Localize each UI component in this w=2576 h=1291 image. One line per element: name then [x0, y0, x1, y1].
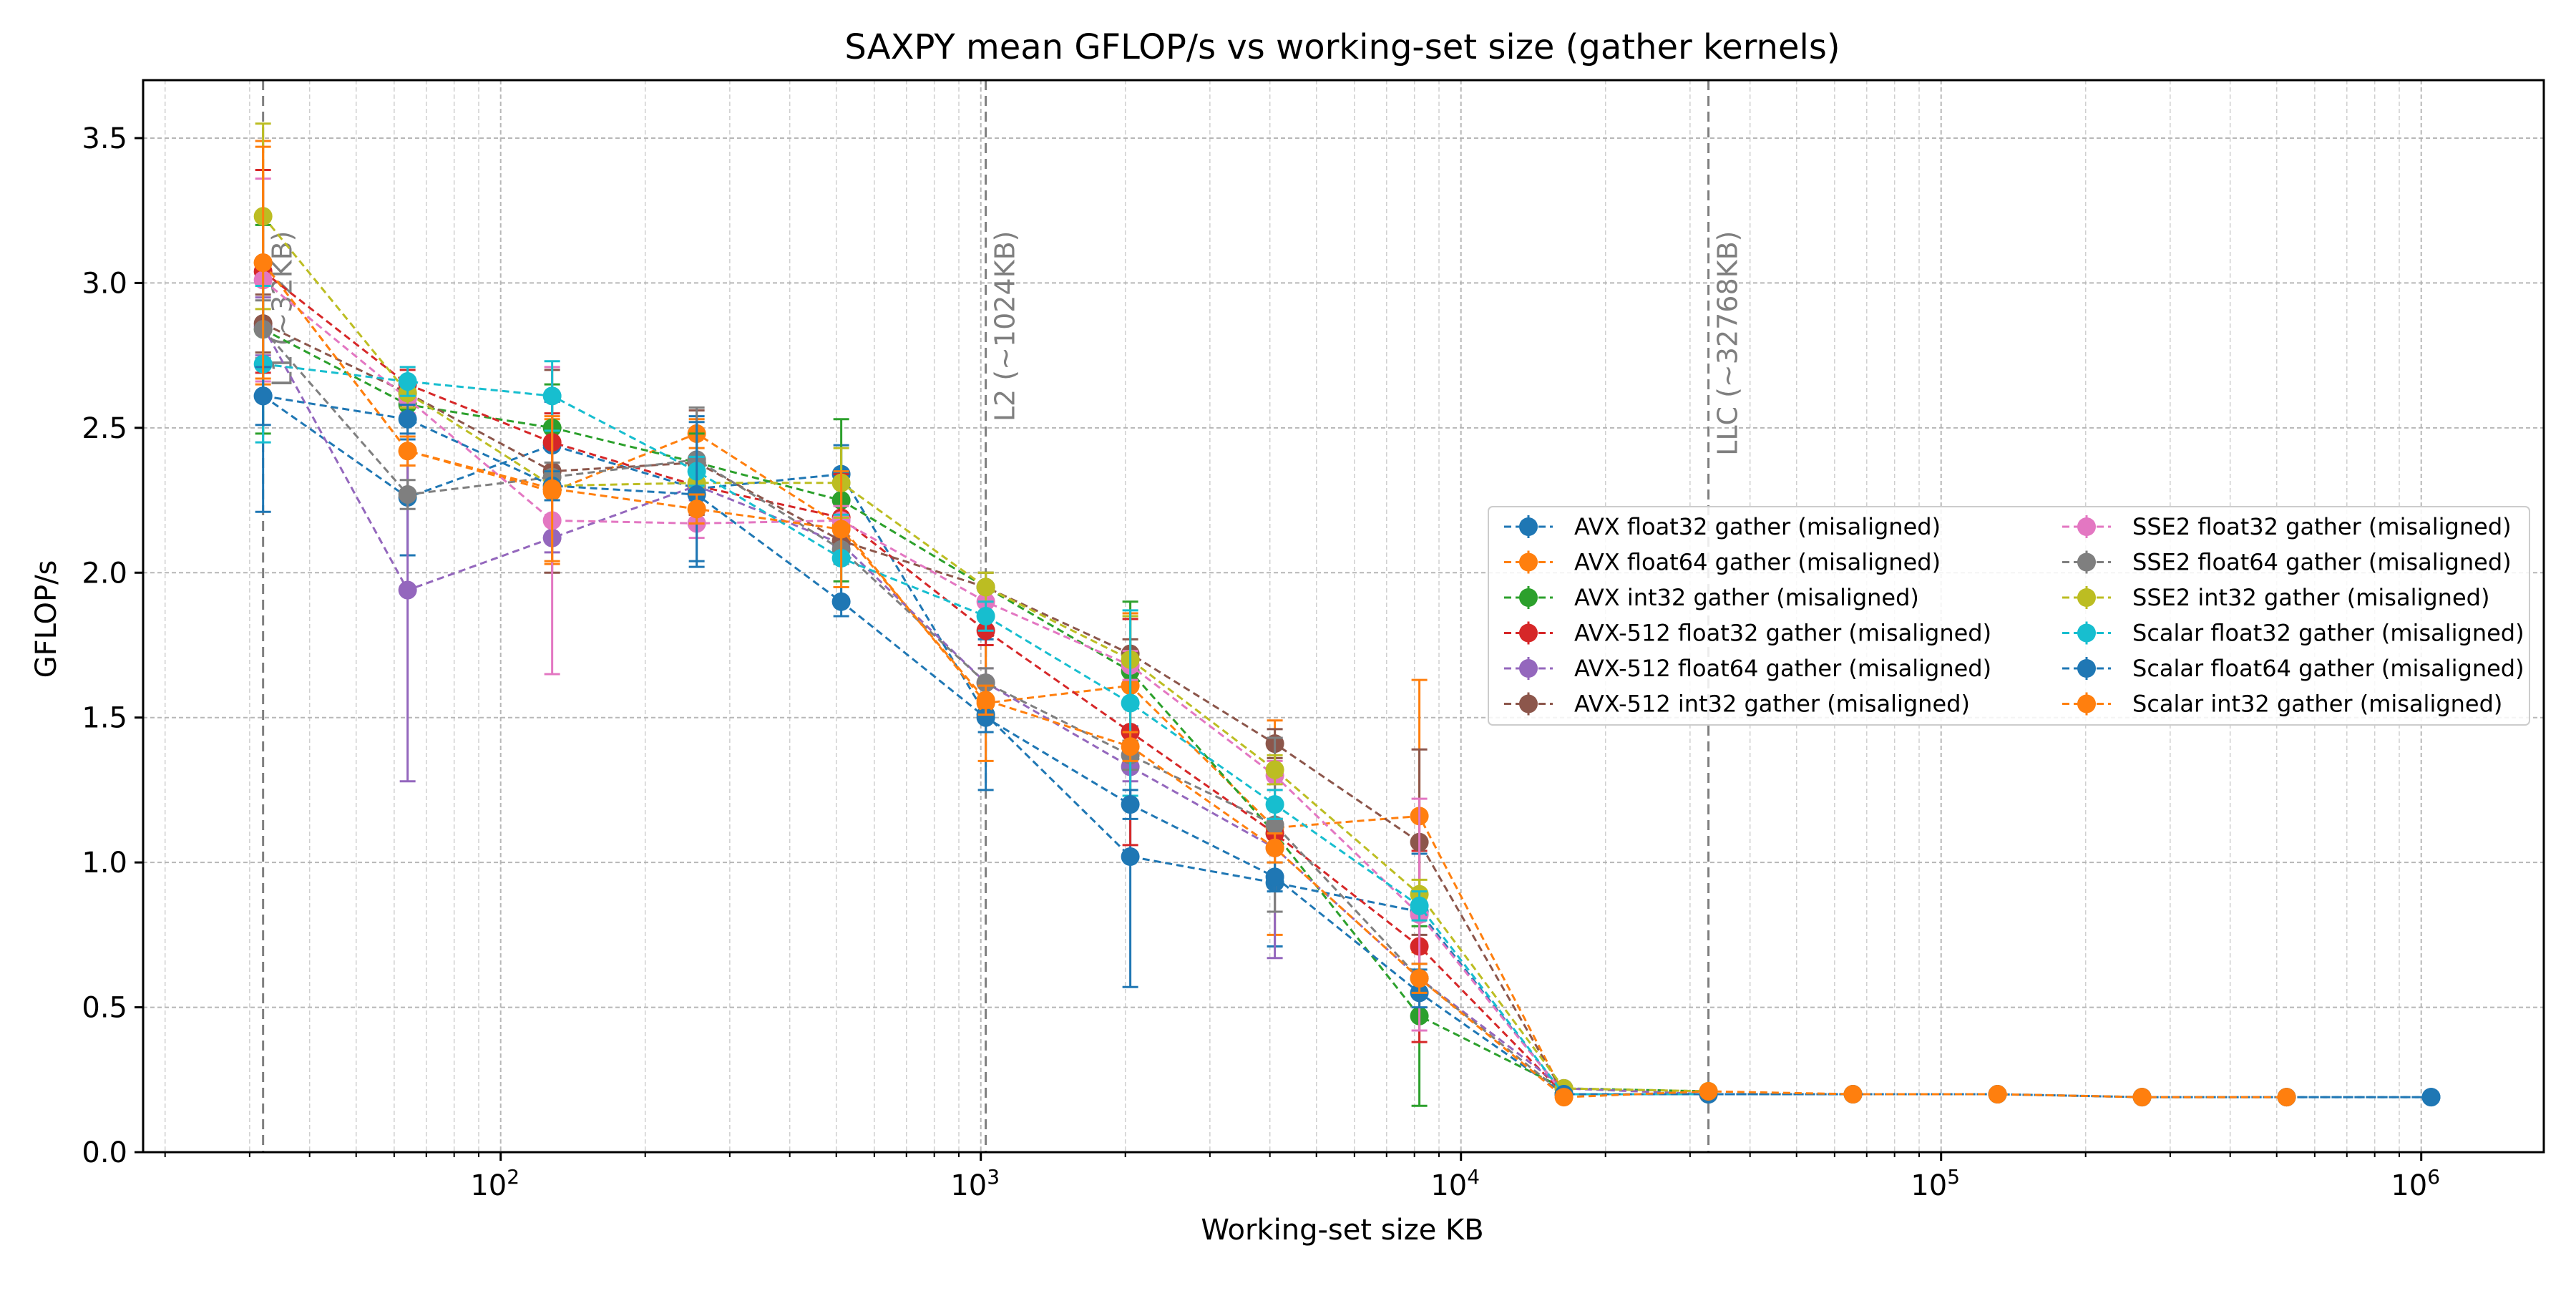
series-line: [262, 271, 1709, 1096]
legend-label: SSE2 float64 gather (misaligned): [2132, 549, 2512, 576]
data-point: [1121, 795, 1140, 814]
legend-label: AVX-512 int32 gather (misaligned): [1574, 691, 1970, 718]
legend-label: Scalar int32 gather (misaligned): [2132, 691, 2502, 718]
data-point: [976, 708, 995, 727]
data-point: [1265, 815, 1284, 834]
legend-label: AVX int32 gather (misaligned): [1574, 584, 1919, 611]
y-tick-label: 2.0: [82, 557, 127, 590]
data-point: [1988, 1085, 2007, 1104]
legend-label: SSE2 int32 gather (misaligned): [2132, 584, 2489, 611]
y-axis-label: GFLOP/s: [30, 560, 63, 678]
data-point: [1121, 847, 1140, 867]
cache-reference-label: LLC (~32768KB): [1712, 231, 1744, 456]
data-point: [976, 691, 995, 710]
data-point: [542, 479, 562, 498]
data-point: [1699, 1081, 1718, 1101]
data-point: [831, 592, 851, 611]
data-point: [1121, 737, 1140, 756]
legend-marker: [2077, 517, 2096, 536]
legend-marker: [1519, 588, 1538, 607]
y-tick-label: 0.5: [82, 992, 127, 1025]
legend-marker: [2077, 694, 2096, 713]
series-line: [263, 394, 2431, 1098]
data-point: [398, 484, 417, 504]
legend-label: Scalar float64 gather (misaligned): [2132, 655, 2524, 682]
data-point: [1410, 969, 1429, 988]
data-point: [1554, 1088, 1574, 1107]
x-tick-label: 103: [950, 1165, 1000, 1202]
series-line: [262, 328, 1709, 1096]
y-tick-label: 3.0: [82, 267, 127, 300]
legend-marker: [1519, 623, 1538, 643]
data-point: [2421, 1088, 2441, 1107]
y-tick-label: 3.5: [82, 122, 127, 155]
chart-title: SAXPY mean GFLOP/s vs working-set size (…: [844, 27, 1840, 67]
data-point: [2277, 1088, 2296, 1107]
x-tick-label: 104: [1430, 1165, 1480, 1202]
legend-marker: [1519, 552, 1538, 572]
data-point: [1265, 838, 1284, 857]
series-group: [253, 145, 2296, 1107]
data-point: [976, 673, 995, 693]
data-point: [253, 386, 273, 406]
y-tick-label: 0.0: [82, 1136, 127, 1169]
data-point: [1843, 1085, 1863, 1104]
legend-marker: [2077, 552, 2096, 572]
data-point: [398, 442, 417, 461]
plot-frame: [142, 79, 2545, 1154]
data-point: [976, 607, 995, 625]
legend-label: Scalar float32 gather (misaligned): [2132, 620, 2524, 647]
data-point: [976, 578, 995, 597]
legend-label: SSE2 float32 gather (misaligned): [2132, 513, 2512, 540]
x-tick-label: 102: [470, 1165, 519, 1202]
series-line: [263, 328, 1709, 1093]
legend-label: AVX-512 float64 gather (misaligned): [1574, 655, 1991, 682]
legend-box: [1488, 506, 2530, 726]
x-tick-label: 105: [1911, 1165, 1960, 1202]
y-tick-label: 2.5: [82, 412, 127, 445]
data-point: [687, 500, 706, 519]
data-point: [2132, 1088, 2152, 1107]
y-tick-label: 1.5: [82, 702, 127, 735]
y-tick-label: 1.0: [82, 847, 127, 880]
legend-label: AVX float32 gather (misaligned): [1574, 513, 1941, 540]
legend-label: AVX float64 gather (misaligned): [1574, 549, 1941, 576]
legend-marker: [1519, 659, 1538, 678]
legend-marker: [2077, 588, 2096, 607]
data-point: [831, 520, 851, 539]
series-line: [262, 215, 1709, 1093]
data-point: [398, 409, 417, 429]
data-point: [1121, 693, 1140, 713]
data-point: [1410, 896, 1429, 915]
series-line: [263, 363, 1709, 1096]
data-point: [1265, 795, 1284, 814]
legend-label: AVX-512 float32 gather (misaligned): [1574, 620, 1991, 647]
legend-marker: [1519, 517, 1538, 536]
legend-marker: [1519, 694, 1538, 713]
data-point: [1265, 760, 1284, 779]
legend-marker: [2077, 623, 2096, 643]
cache-reference-label: L2 (~1024KB): [990, 231, 1021, 422]
legend-marker: [2077, 659, 2096, 678]
data-point: [253, 253, 273, 273]
data-point: [542, 386, 562, 406]
data-point: [1265, 867, 1284, 887]
data-point: [398, 580, 417, 600]
data-point: [398, 372, 417, 391]
x-axis-label: Working-set size KB: [1201, 1214, 1483, 1247]
x-tick-label: 106: [2391, 1165, 2440, 1202]
legend: AVX float32 gather (misaligned) AVX float…: [1488, 506, 2530, 726]
